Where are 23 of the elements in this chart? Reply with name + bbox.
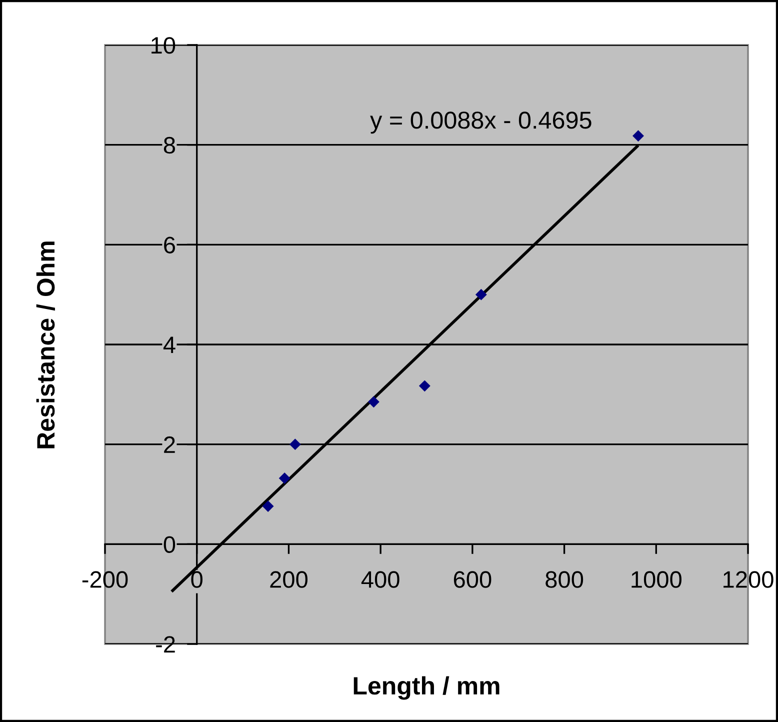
x-tick-label: 0 xyxy=(191,571,202,588)
point xyxy=(262,500,274,512)
y-tick-label: 4 xyxy=(163,336,176,354)
x-tick-label: 400 xyxy=(361,571,400,588)
point xyxy=(475,288,487,300)
y-axis-title: Resistance / Ohm xyxy=(36,242,55,448)
point xyxy=(368,396,380,408)
y-tick-label: 8 xyxy=(164,136,175,154)
x-axis-title: Length / mm xyxy=(354,676,500,700)
annotation: y = 0.0088x - 0.4695 xyxy=(370,112,592,134)
y-tick-label: 2 xyxy=(164,436,175,453)
x-tick-label: 200 xyxy=(270,571,308,588)
point xyxy=(289,438,301,450)
point xyxy=(278,472,290,484)
point xyxy=(418,380,430,392)
x-tick-label: 1000 xyxy=(632,571,682,588)
x-tick-label: -200 xyxy=(82,571,128,588)
x-tick-label: 600 xyxy=(454,571,492,588)
y-tick-label: 6 xyxy=(164,236,175,254)
y-tick-label: 0 xyxy=(164,536,176,553)
x-tick-label: 800 xyxy=(546,571,584,588)
x-tick-label: 1200 xyxy=(724,571,774,588)
point xyxy=(632,130,644,142)
